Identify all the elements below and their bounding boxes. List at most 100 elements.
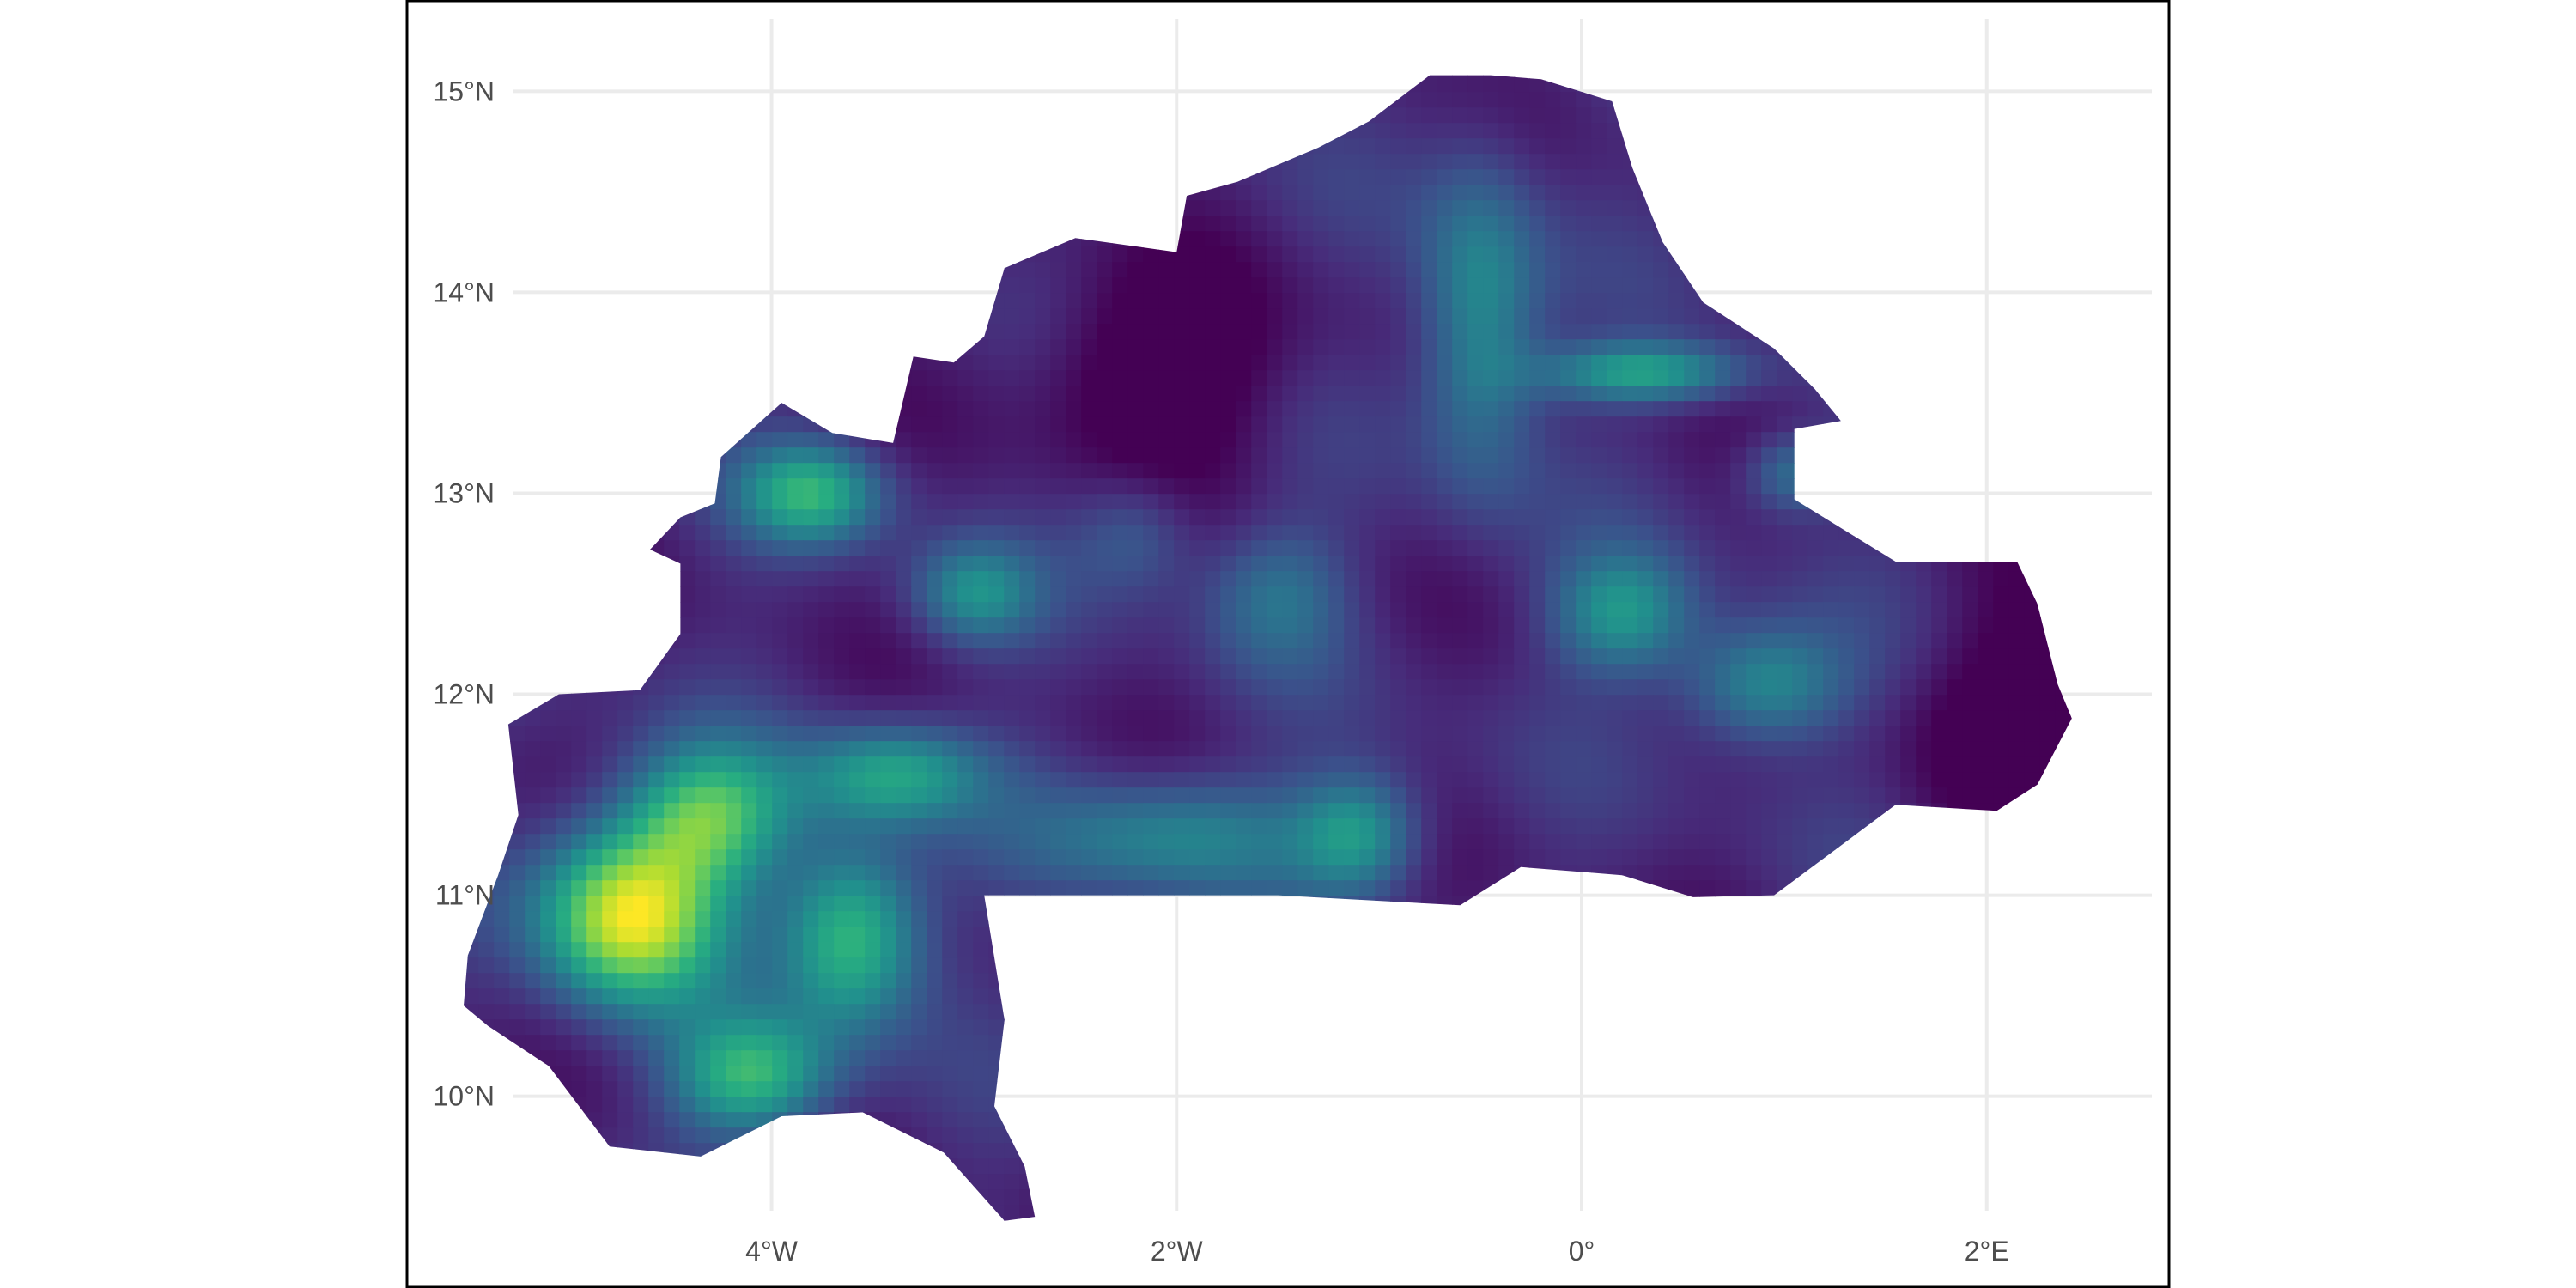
raster-cell: [1019, 509, 1036, 526]
raster-cell: [1019, 772, 1036, 788]
raster-cell: [1081, 262, 1097, 278]
raster-cell: [1344, 633, 1360, 649]
raster-cell: [973, 710, 989, 726]
raster-cell: [1437, 695, 1453, 711]
raster-cell: [1529, 494, 1546, 510]
raster-cell: [1236, 463, 1252, 479]
raster-cell: [1514, 633, 1530, 649]
raster-cell: [1947, 664, 1963, 680]
raster-cell: [695, 741, 711, 757]
raster-cell: [1854, 556, 1870, 572]
raster-cell: [1483, 525, 1499, 541]
raster-cell: [1514, 76, 1530, 93]
raster-cell: [1576, 185, 1592, 201]
raster-cell: [1746, 525, 1762, 541]
raster-cell: [1653, 478, 1669, 495]
raster-cell: [1437, 447, 1453, 464]
raster-cell: [1189, 571, 1206, 587]
raster-cell: [679, 772, 696, 788]
raster-cell: [1668, 277, 1685, 294]
raster-cell: [1004, 741, 1020, 757]
raster-cell: [957, 617, 974, 634]
raster-cell: [973, 463, 989, 479]
raster-cell: [1823, 571, 1839, 587]
raster-cell: [1313, 710, 1329, 726]
raster-cell: [1483, 154, 1499, 170]
raster-cell: [865, 463, 881, 479]
raster-cell: [1637, 679, 1654, 696]
raster-cell: [1220, 633, 1236, 649]
raster-cell: [1699, 726, 1716, 742]
raster-cell: [1622, 494, 1638, 510]
raster-cell: [1622, 185, 1638, 201]
raster-cell: [1560, 695, 1577, 711]
raster-cell: [1514, 494, 1530, 510]
raster-cell: [741, 756, 757, 773]
raster-cell: [1081, 246, 1097, 263]
raster-cell: [1143, 262, 1159, 278]
raster-cell: [1297, 695, 1314, 711]
raster-cell: [1792, 633, 1808, 649]
raster-cell: [1529, 586, 1546, 603]
raster-cell: [1143, 308, 1159, 325]
raster-cell: [1359, 277, 1376, 294]
raster-cell: [1668, 355, 1685, 371]
raster-cell: [1962, 679, 1978, 696]
raster-cell: [1684, 586, 1700, 603]
raster-cell: [1622, 571, 1638, 587]
raster-cell: [1978, 741, 1994, 757]
raster-cell: [1097, 308, 1113, 325]
raster-cell: [1900, 695, 1917, 711]
raster-cell: [865, 447, 881, 464]
raster-cell: [1174, 756, 1190, 773]
raster-cell: [1746, 710, 1762, 726]
raster-cell: [1174, 370, 1190, 386]
raster-cell: [1359, 308, 1376, 325]
raster-cell: [1916, 633, 1932, 649]
raster-cell: [1761, 617, 1777, 634]
raster-cell: [1792, 556, 1808, 572]
raster-cell: [1498, 695, 1515, 711]
raster-cell: [1854, 648, 1870, 665]
raster-cell: [1715, 602, 1731, 618]
raster-cell: [1236, 370, 1252, 386]
raster-cell: [1313, 185, 1329, 201]
raster-cell: [1653, 726, 1669, 742]
raster-cell: [1313, 478, 1329, 495]
raster-cell: [1189, 540, 1206, 556]
raster-cell: [1174, 772, 1190, 788]
raster-cell: [1777, 540, 1793, 556]
raster-cell: [1205, 386, 1221, 402]
raster-cell: [1081, 509, 1097, 526]
raster-cell: [1297, 355, 1314, 371]
raster-cell: [1483, 401, 1499, 417]
raster-cell: [1344, 679, 1360, 696]
raster-cell: [1761, 401, 1777, 417]
raster-cell: [1297, 370, 1314, 386]
raster-cell: [1947, 741, 1963, 757]
raster-cell: [1514, 216, 1530, 232]
raster-cell: [633, 772, 649, 788]
raster-cell: [1467, 602, 1484, 618]
raster-cell: [1297, 633, 1314, 649]
raster-cell: [1637, 355, 1654, 371]
raster-cell: [1730, 602, 1747, 618]
raster-cell: [1297, 277, 1314, 294]
raster-cell: [1019, 293, 1036, 309]
raster-cell: [1529, 509, 1546, 526]
raster-cell: [1885, 695, 1901, 711]
raster-cell: [1050, 710, 1066, 726]
raster-cell: [1514, 586, 1530, 603]
raster-cell: [1807, 648, 1824, 665]
raster-cell: [1699, 741, 1716, 757]
raster-cell: [1390, 262, 1406, 278]
raster-cell: [1328, 494, 1345, 510]
raster-cell: [1854, 756, 1870, 773]
raster-cell: [695, 648, 711, 665]
raster-cell: [1189, 262, 1206, 278]
raster-cell: [1359, 293, 1376, 309]
raster-cell: [1545, 540, 1561, 556]
raster-cell: [988, 586, 1005, 603]
raster-cell: [1267, 262, 1283, 278]
raster-cell: [1560, 92, 1577, 108]
